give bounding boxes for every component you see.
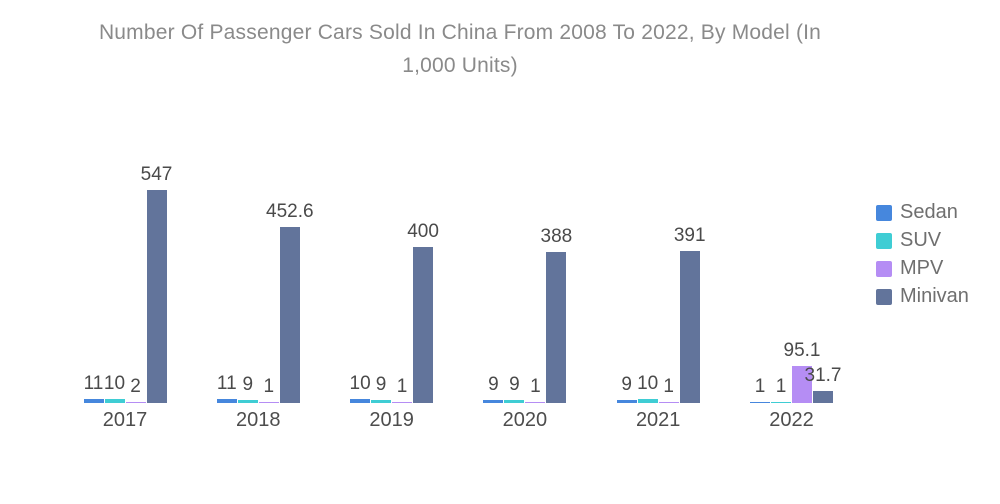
bar-value-label-mpv-2019: 1 xyxy=(396,376,408,398)
bar-mpv-2021[interactable] xyxy=(658,402,679,403)
legend-swatch-minivan xyxy=(876,288,892,305)
bar-minivan-2017[interactable] xyxy=(146,190,167,403)
bar-suv-2020[interactable] xyxy=(504,399,525,403)
bar-value-label-suv-2017: 10 xyxy=(103,373,126,395)
bar-value-label-suv-2020: 9 xyxy=(509,373,520,395)
legend-label-mpv: MPV xyxy=(900,257,944,279)
bar-mpv-2022[interactable] xyxy=(792,365,812,403)
x-axis-label-2021: 2021 xyxy=(635,409,681,431)
bar-value-label-minivan-2017: 547 xyxy=(140,164,173,185)
bar-value-label-sedan-2018: 11 xyxy=(216,372,237,394)
legend-label-suv: SUV xyxy=(900,229,942,251)
bar-sedan-2021[interactable] xyxy=(616,399,637,403)
bar-suv-2022[interactable] xyxy=(771,402,791,403)
bar-mpv-2017[interactable] xyxy=(125,402,146,403)
bar-suv-2021[interactable] xyxy=(637,399,658,403)
bar-value-label-suv-2019: 9 xyxy=(375,373,387,395)
legend-swatch-suv xyxy=(876,232,892,249)
legend-label-minivan: Minivan xyxy=(900,285,969,307)
bar-value-label-suv-2022: 1 xyxy=(775,376,787,398)
bar-value-label-mpv-2017: 2 xyxy=(130,376,141,398)
x-axis-label-2018: 2018 xyxy=(236,409,281,431)
bar-value-label-mpv-2022: 95.1 xyxy=(783,339,821,361)
legend-item-suv[interactable]: SUV xyxy=(876,229,969,251)
bar-value-label-suv-2021: 10 xyxy=(637,373,659,395)
bar-sedan-2020[interactable] xyxy=(483,399,504,403)
bar-mpv-2018[interactable] xyxy=(258,402,279,403)
bar-value-label-minivan-2018: 452.6 xyxy=(266,200,314,222)
bar-value-label-minivan-2019: 400 xyxy=(407,221,439,243)
chart-title-line-1: Number Of Passenger Cars Sold In China F… xyxy=(98,21,822,44)
bar-value-label-sedan-2022: 1 xyxy=(754,376,766,398)
x-axis-label-2022: 2022 xyxy=(769,409,814,431)
bar-mpv-2019[interactable] xyxy=(392,402,413,403)
x-axis-label-2020: 2020 xyxy=(502,409,548,431)
bar-value-label-suv-2018: 9 xyxy=(242,373,254,395)
legend-item-minivan[interactable]: Minivan xyxy=(876,285,969,307)
bar-value-label-mpv-2020: 1 xyxy=(530,376,541,398)
bar-minivan-2019[interactable] xyxy=(413,247,434,403)
chart-legend: Sedan SUV MPV Minivan xyxy=(876,201,969,316)
bar-minivan-2022[interactable] xyxy=(813,390,833,403)
bar-value-label-minivan-2022: 31.7 xyxy=(804,364,842,386)
bar-value-label-minivan-2021: 391 xyxy=(673,224,706,246)
legend-swatch-mpv xyxy=(876,260,892,277)
bar-sedan-2018[interactable] xyxy=(216,398,237,403)
bar-minivan-2018[interactable] xyxy=(279,226,300,403)
bar-minivan-2020[interactable] xyxy=(546,251,567,403)
legend-swatch-sedan xyxy=(876,204,892,221)
bar-value-label-mpv-2018: 1 xyxy=(263,376,275,398)
bar-value-label-sedan-2020: 9 xyxy=(488,373,499,395)
bar-suv-2017[interactable] xyxy=(104,399,125,403)
bar-value-label-sedan-2017: 11 xyxy=(83,372,104,394)
x-axis-label-2019: 2019 xyxy=(369,409,414,431)
chart-title-line-2: 1,000 Units) xyxy=(402,54,518,77)
bar-suv-2018[interactable] xyxy=(237,399,258,403)
x-axis-label-2017: 2017 xyxy=(102,409,148,431)
chart-title: Number Of Passenger Cars Sold In China F… xyxy=(20,16,900,82)
bar-mpv-2020[interactable] xyxy=(525,402,546,403)
bar-minivan-2021[interactable] xyxy=(679,250,700,403)
bar-suv-2019[interactable] xyxy=(371,399,392,403)
legend-label-sedan: Sedan xyxy=(900,201,958,223)
legend-item-sedan[interactable]: Sedan xyxy=(876,201,969,223)
bar-value-label-sedan-2021: 9 xyxy=(621,373,632,395)
legend-item-mpv[interactable]: MPV xyxy=(876,257,969,279)
bar-sedan-2017[interactable] xyxy=(83,398,104,403)
bar-sedan-2019[interactable] xyxy=(350,399,371,403)
bar-value-label-mpv-2021: 1 xyxy=(663,376,674,398)
bar-sedan-2022[interactable] xyxy=(750,402,770,403)
bar-value-label-sedan-2019: 10 xyxy=(349,373,371,395)
bar-value-label-minivan-2020: 388 xyxy=(540,225,573,247)
